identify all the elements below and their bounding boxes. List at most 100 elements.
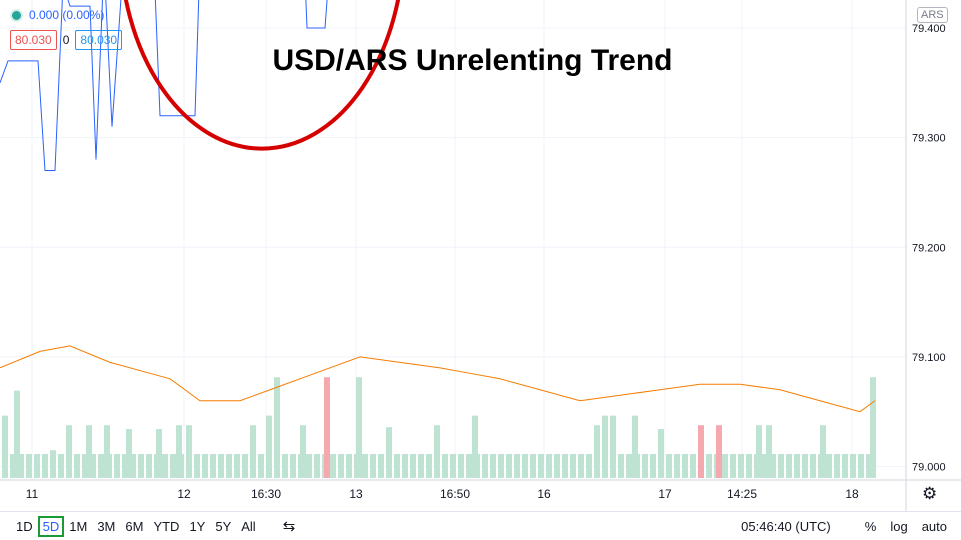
x-tick-label: 11 — [26, 487, 39, 501]
volume-bar — [642, 454, 648, 478]
volume-bar — [402, 454, 408, 478]
volume-bar — [826, 454, 832, 478]
volume-bar — [834, 454, 840, 478]
volume-bar — [66, 425, 72, 478]
timeframe-all[interactable]: All — [241, 518, 256, 534]
volume-bar — [14, 390, 20, 478]
volume-bar — [226, 454, 232, 478]
volume-bar — [156, 429, 162, 478]
volume-bar — [218, 454, 224, 478]
volume-bar — [746, 454, 752, 478]
volume-bar — [130, 454, 136, 478]
volume-bar — [362, 454, 368, 478]
volume-bar — [50, 450, 56, 478]
y-tick-label: 79.300 — [912, 133, 946, 145]
x-tick-label: 16 — [537, 487, 551, 501]
bid-box[interactable]: 80.030 — [10, 30, 57, 50]
volume-bar — [104, 425, 110, 478]
volume-bar — [98, 454, 104, 478]
volume-bar — [610, 415, 616, 478]
volume-bar — [506, 454, 512, 478]
volume-bar — [594, 425, 600, 478]
percent-toggle[interactable]: % — [864, 518, 877, 534]
volume-bar — [770, 454, 776, 478]
volume-bar — [706, 454, 712, 478]
volume-bar — [602, 415, 608, 478]
x-tick-label: 13 — [349, 487, 363, 501]
volume-bar — [202, 454, 208, 478]
volume-bar — [378, 454, 384, 478]
volume-bar — [554, 454, 560, 478]
currency-badge[interactable]: ARS — [917, 7, 948, 23]
utc-clock[interactable]: 05:46:40 (UTC) — [741, 518, 831, 534]
price-line — [0, 0, 328, 172]
volume-bar — [690, 454, 696, 478]
volume-bar — [578, 454, 584, 478]
gear-icon[interactable]: ⚙ — [922, 484, 938, 503]
volume-bar — [82, 454, 88, 478]
x-tick-label: 18 — [845, 487, 859, 501]
volume-bar — [282, 454, 288, 478]
volume-bar — [114, 454, 120, 478]
volume-bar — [498, 454, 504, 478]
timeframe-5y[interactable]: 5Y — [215, 518, 232, 534]
volume-bar — [522, 454, 528, 478]
bottom-toolbar: 1D 5D 1M 3M 6M YTD 1Y 5Y All ⇆ 05:46:40 … — [0, 511, 961, 540]
volume-bar — [842, 454, 848, 478]
volume-bar — [618, 454, 624, 478]
volume-bar — [786, 454, 792, 478]
change-value: 0.000 (0.00%) — [29, 8, 105, 22]
volume-bar — [274, 377, 280, 478]
volume-bar — [34, 454, 40, 478]
ask-box[interactable]: 80.030 — [75, 30, 123, 50]
y-tick-label: 79.200 — [912, 242, 946, 254]
log-toggle[interactable]: log — [890, 518, 908, 534]
volume-bar — [324, 377, 330, 478]
annotation-ellipse — [123, 0, 401, 151]
volume-bar — [314, 454, 320, 478]
x-tick-label: 16:30 — [251, 487, 281, 501]
volume-bar — [434, 425, 440, 478]
volume-bar — [122, 454, 128, 478]
volume-bar — [850, 454, 856, 478]
volume-bar — [514, 454, 520, 478]
volume-bar — [162, 454, 168, 478]
volume-bar — [530, 454, 536, 478]
volume-bar — [458, 454, 464, 478]
compare-range-icon[interactable]: ⇆ — [282, 518, 296, 535]
volume-bar — [234, 454, 240, 478]
volume-bar — [176, 425, 182, 478]
volume-bar — [90, 454, 96, 478]
chart-title: USD/ARS Unrelenting Trend — [272, 44, 673, 77]
volume-bar — [674, 454, 680, 478]
volume-bar — [738, 454, 744, 478]
volume-bar — [870, 377, 876, 478]
timeframe-ytd[interactable]: YTD — [153, 518, 180, 534]
volume-bar — [266, 415, 272, 478]
volume-bar — [356, 377, 362, 478]
volume-bar — [698, 425, 704, 478]
volume-bar — [58, 454, 64, 478]
volume-bar — [682, 454, 688, 478]
volume-bar — [810, 454, 816, 478]
volume-bar — [194, 454, 200, 478]
timeframe-1m[interactable]: 1M — [69, 518, 88, 534]
y-tick-label: 79.400 — [912, 23, 946, 35]
volume-bar — [658, 429, 664, 478]
volume-bar — [146, 454, 152, 478]
timeframe-1y[interactable]: 1Y — [189, 518, 206, 534]
volume-bar — [562, 454, 568, 478]
auto-toggle[interactable]: auto — [921, 518, 947, 534]
timeframe-3m[interactable]: 3M — [97, 518, 116, 534]
volume-bar — [242, 454, 248, 478]
volume-bar — [26, 454, 32, 478]
volume-bar — [86, 425, 92, 478]
x-tick-label: 14:25 — [727, 487, 757, 501]
timeframe-1d[interactable]: 1D — [16, 518, 33, 534]
volume-bar — [538, 454, 544, 478]
timeframe-6m[interactable]: 6M — [125, 518, 144, 534]
volume-bar — [546, 454, 552, 478]
timeframe-5d[interactable]: 5D — [37, 515, 65, 537]
volume-bar — [258, 454, 264, 478]
price-chart[interactable]: 80.40080.30080.20080.10080.00079.90079.8… — [0, 0, 961, 511]
